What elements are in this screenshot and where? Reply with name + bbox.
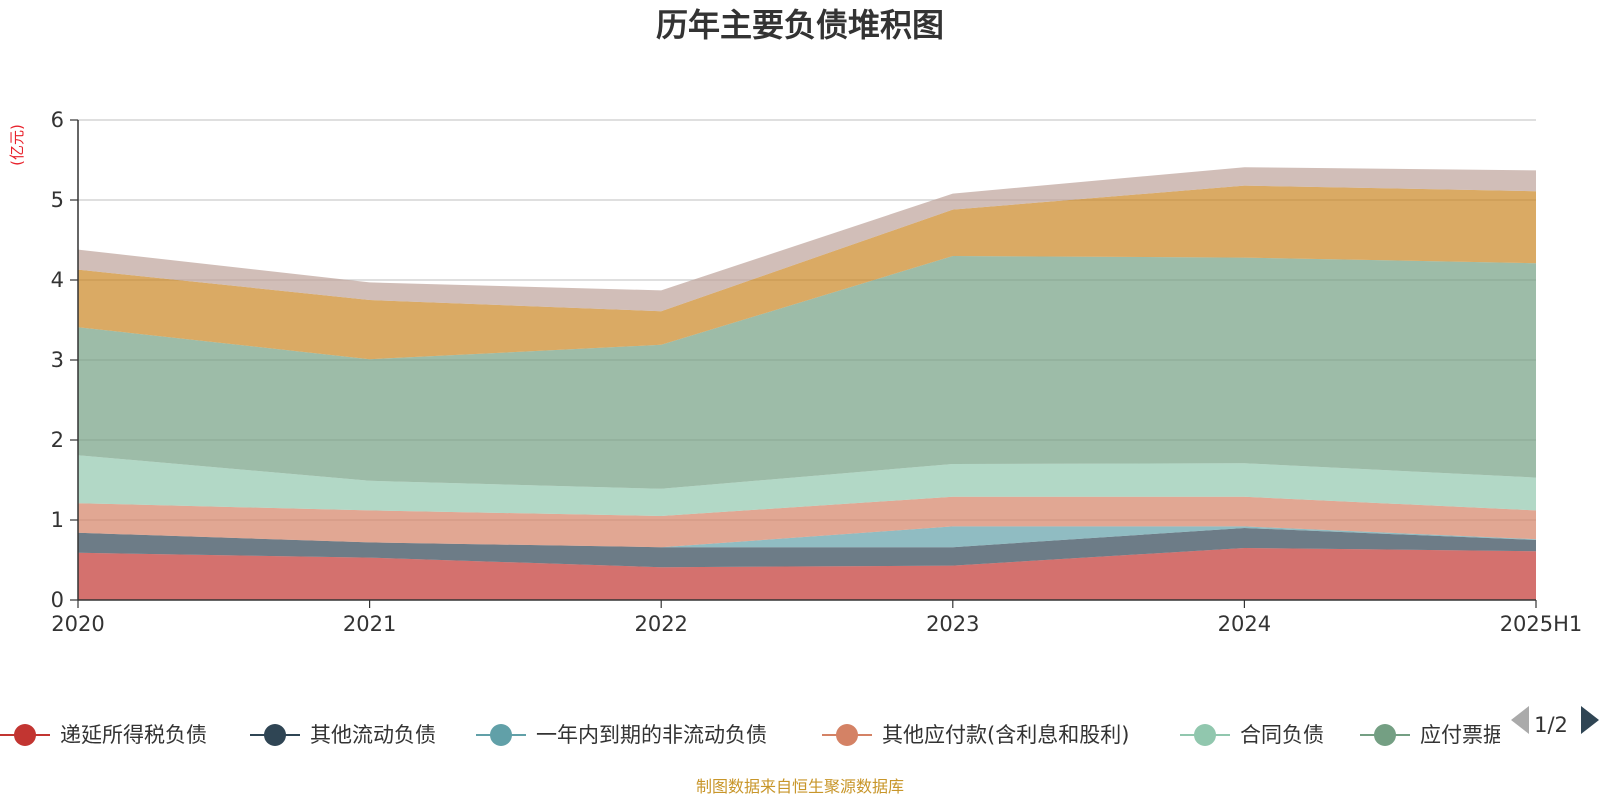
area-series-0 [78, 548, 1536, 600]
legend-label: 其他应付款(含利息和股利) [882, 723, 1129, 747]
legend-next-icon[interactable] [1581, 706, 1599, 734]
legend-marker-icon [490, 724, 512, 746]
legend-label: 应付票据 [1420, 723, 1504, 747]
y-axis-unit: (亿元) [8, 124, 26, 166]
legend-item[interactable]: 应付票据 [1360, 723, 1504, 747]
legend-item[interactable]: 其他流动负债 [250, 723, 436, 747]
area-series-7 [78, 167, 1536, 312]
legend-label: 其他流动负债 [310, 723, 436, 747]
y-tick-label: 4 [51, 268, 64, 292]
area-series-5 [78, 256, 1536, 489]
legend-marker-icon [1194, 724, 1216, 746]
legend-label: 一年内到期的非流动负债 [536, 723, 767, 747]
area-series-4 [78, 455, 1536, 516]
x-tick-label: 2025H1 [1500, 612, 1583, 636]
x-tick-label: 2021 [343, 612, 396, 636]
area-series-2 [78, 526, 1536, 548]
legend-page-indicator: 1/2 [1534, 713, 1568, 737]
legend-label: 合同负债 [1240, 723, 1324, 747]
legend-item[interactable]: 递延所得税负债 [0, 723, 207, 747]
x-tick-label: 2022 [634, 612, 687, 636]
y-tick-label: 3 [51, 348, 64, 372]
y-tick-label: 6 [51, 108, 64, 132]
stacked-areas [78, 167, 1536, 600]
legend-prev-icon[interactable] [1511, 706, 1529, 734]
legend-item[interactable]: 一年内到期的非流动负债 [476, 723, 767, 747]
data-source-note: 制图数据来自恒生聚源数据库 [696, 777, 904, 796]
axes: 0 1 2 3 4 5 6 2020 2021 2022 2023 2024 2025H1 [51, 108, 1583, 636]
area-series-1 [78, 528, 1536, 568]
legend-pager[interactable]: 1/2 [1511, 706, 1599, 737]
legend-marker-icon [264, 724, 286, 746]
legend-item[interactable]: 其他应付款(含利息和股利) [822, 723, 1129, 747]
legend-label: 递延所得税负债 [60, 723, 207, 747]
legend-item[interactable]: 合同负债 [1180, 723, 1324, 747]
legend-items: 递延所得税负债 其他流动负债 一年内到期的非流动负债 其他应付款(含利息和股利) 合同负… [0, 723, 1504, 747]
y-tick-label: 2 [51, 428, 64, 452]
x-tick-label: 2023 [926, 612, 979, 636]
x-tick-label: 2020 [51, 612, 104, 636]
y-tick-label: 5 [51, 188, 64, 212]
x-tick-label: 2024 [1218, 612, 1271, 636]
y-tick-label: 1 [51, 508, 64, 532]
legend-marker-icon [14, 724, 36, 746]
legend-marker-icon [836, 724, 858, 746]
y-tick-label: 0 [51, 588, 64, 612]
legend-marker-icon [1374, 724, 1396, 746]
area-series-3 [78, 496, 1536, 548]
area-series-6 [78, 185, 1536, 360]
chart-title: 历年主要负债堆积图 [656, 6, 944, 44]
legend: 递延所得税负债 其他流动负债 一年内到期的非流动负债 其他应付款(含利息和股利) 合同负… [0, 723, 1504, 747]
